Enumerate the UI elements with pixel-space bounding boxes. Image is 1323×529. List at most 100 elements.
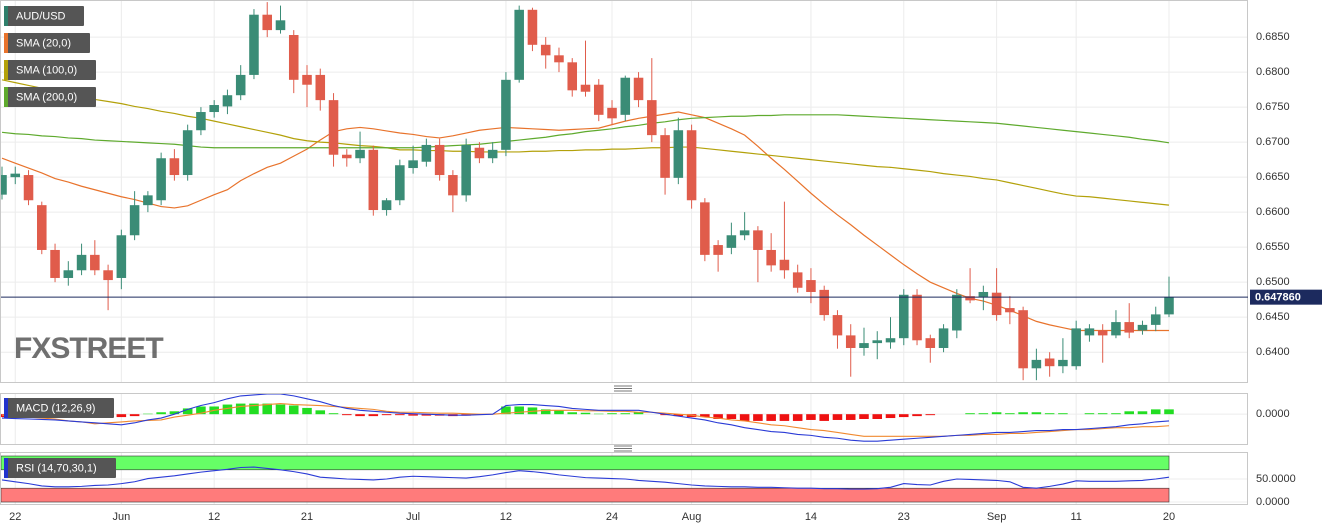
macd-histogram-bar bbox=[912, 414, 922, 417]
candle-body bbox=[726, 235, 737, 248]
candle-body bbox=[766, 249, 776, 266]
macd-histogram-bar bbox=[673, 414, 684, 417]
candle-body bbox=[540, 44, 551, 56]
macd-histogram-bar bbox=[607, 413, 617, 415]
legend-label: SMA (100,0) bbox=[16, 64, 77, 76]
candle-body bbox=[593, 84, 604, 115]
grid: FXSTREET bbox=[1, 1, 1248, 505]
candle-body bbox=[156, 158, 166, 201]
candle-body bbox=[103, 270, 113, 281]
candle-body bbox=[222, 95, 233, 107]
macd-histogram-bar bbox=[1111, 413, 1121, 415]
macd-histogram-bar bbox=[1018, 412, 1028, 415]
rsi-band bbox=[0, 487, 1170, 503]
candle-body bbox=[1018, 310, 1028, 369]
macd-histogram-bar bbox=[1164, 409, 1174, 415]
candle-body bbox=[461, 144, 471, 196]
x-tick-label: 11 bbox=[1070, 511, 1081, 523]
candle-body bbox=[713, 245, 723, 255]
candle-body bbox=[912, 294, 922, 341]
macd-histogram-bar bbox=[620, 413, 631, 415]
candle-body bbox=[527, 9, 538, 45]
rsi-band bbox=[0, 455, 1170, 471]
overlay: 22 Jun 12 21 Jul 12 24 Aug 14 23 Sep 11 20 0.6400 0.64… bbox=[1, 6, 1322, 523]
y-tick-label: 0.6650 bbox=[1256, 171, 1290, 183]
splitter[interactable] bbox=[614, 385, 632, 392]
macd-histogram-bar bbox=[991, 412, 1002, 415]
candle-body bbox=[580, 84, 591, 92]
macd-histogram-bar bbox=[196, 406, 206, 415]
x-tick-label: 23 bbox=[898, 511, 910, 523]
candle-body bbox=[952, 294, 962, 331]
candle-body bbox=[1137, 324, 1148, 331]
candle-body bbox=[938, 328, 949, 348]
y-tick-label: 0.6750 bbox=[1256, 101, 1290, 113]
candle-body bbox=[381, 200, 392, 211]
macd-histogram-bar bbox=[501, 406, 511, 415]
macd-frame bbox=[0, 393, 1248, 445]
x-tick-label: Jul bbox=[406, 511, 420, 523]
macd-histogram-bar bbox=[129, 414, 140, 417]
candle-body bbox=[660, 135, 670, 178]
macd-histogram-bar bbox=[421, 414, 432, 416]
y-tick-label: 0.6400 bbox=[1256, 346, 1290, 358]
candle-body bbox=[1084, 328, 1095, 336]
macd-histogram-bar bbox=[302, 407, 312, 415]
macd-histogram-bar bbox=[408, 414, 418, 416]
candle-body bbox=[845, 335, 856, 348]
candle-body bbox=[288, 35, 299, 80]
macd-line bbox=[1, 393, 1170, 442]
macd-histogram-bar bbox=[182, 408, 193, 415]
macd-histogram-bar bbox=[567, 412, 578, 415]
candle-body bbox=[633, 77, 644, 101]
macd-histogram-bar bbox=[1044, 413, 1055, 415]
x-tick-label: 24 bbox=[606, 511, 618, 523]
macd-histogram-bar bbox=[1137, 411, 1148, 415]
watermark: FXSTREET bbox=[14, 332, 163, 365]
candle-body bbox=[806, 280, 816, 292]
candle-body bbox=[169, 158, 180, 176]
candle-body bbox=[315, 74, 326, 101]
macd-histogram-bar bbox=[288, 405, 299, 415]
candle-body bbox=[898, 294, 909, 339]
macd-histogram-bar bbox=[355, 414, 365, 417]
y-tick-label: 0.6450 bbox=[1256, 311, 1290, 323]
macd-histogram-bar bbox=[779, 414, 790, 421]
x-tick-label: 20 bbox=[1163, 511, 1175, 523]
last-price-box bbox=[1250, 289, 1322, 305]
x-tick-label: Jun bbox=[112, 511, 130, 523]
legend-label: AUD/USD bbox=[16, 10, 66, 22]
macd-histogram-bar bbox=[633, 412, 644, 415]
x-tick-label: 14 bbox=[805, 511, 817, 523]
macd-histogram-bar bbox=[249, 403, 259, 415]
macd-histogram-bar bbox=[872, 414, 883, 419]
macd-histogram-bar bbox=[235, 403, 246, 415]
candle-body bbox=[686, 130, 697, 201]
candle-body bbox=[925, 338, 936, 348]
candle-body bbox=[368, 149, 379, 211]
candle-body bbox=[116, 235, 127, 278]
macd-histogram-bar bbox=[514, 406, 524, 415]
y-tick-label: 0.6550 bbox=[1256, 241, 1290, 253]
candle-body bbox=[182, 130, 193, 176]
macd-histogram-bar bbox=[315, 410, 326, 415]
macd-histogram-bar bbox=[713, 414, 723, 419]
x-tick-label: Aug bbox=[682, 511, 702, 523]
macd-histogram-bar bbox=[381, 414, 392, 416]
candle-body bbox=[262, 14, 273, 31]
legend-swatch bbox=[4, 60, 8, 80]
macd-histogram-bar bbox=[806, 414, 816, 420]
candle-body bbox=[0, 175, 7, 195]
macd-histogram-bar bbox=[1058, 413, 1068, 415]
candle-body bbox=[1044, 358, 1055, 367]
legend-swatch bbox=[4, 6, 8, 26]
splitter[interactable] bbox=[614, 445, 632, 452]
macd-histogram-bar bbox=[832, 414, 843, 420]
candle-body bbox=[129, 205, 140, 236]
macd-histogram-bar bbox=[819, 414, 829, 421]
candle-body bbox=[832, 315, 843, 336]
macd-histogram-bar bbox=[1005, 413, 1015, 415]
candle-body bbox=[395, 165, 405, 201]
legend-box bbox=[4, 398, 114, 418]
